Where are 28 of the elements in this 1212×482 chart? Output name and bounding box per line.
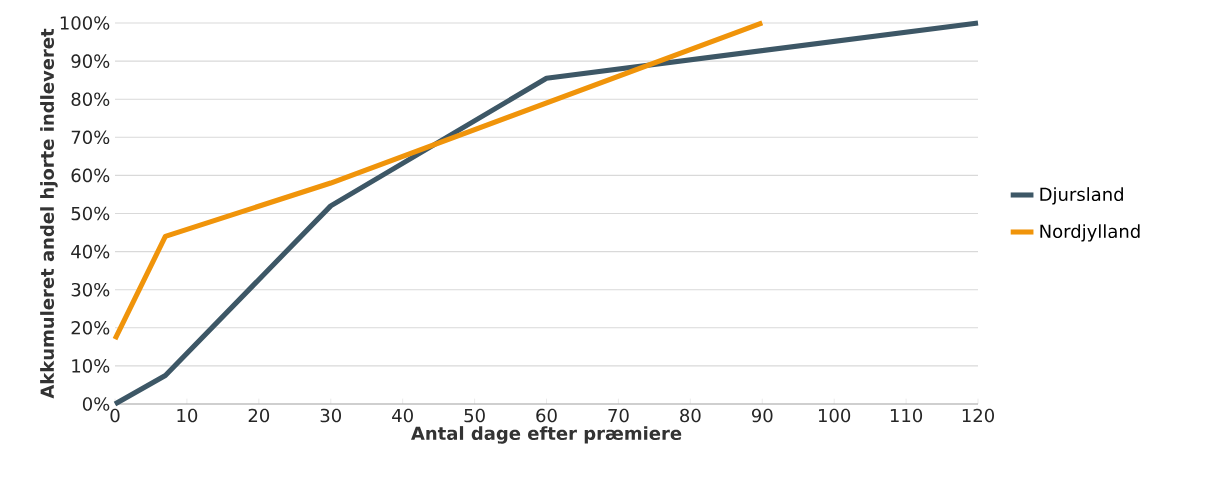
x-tick-label: 30 [320,408,342,423]
y-tick-label: 20% [71,320,110,335]
y-tick-label: 60% [71,168,110,183]
x-axis-title: Antal dage efter præmiere [411,426,682,444]
legend-label: Djursland [1040,187,1123,205]
y-tick-label: 90% [71,54,110,68]
x-tick-label: 80 [680,408,701,423]
x-tick-label: 60 [536,408,557,423]
y-tick-label: 40% [71,244,110,259]
x-tick-label: 110 [890,408,923,423]
x-tick-label: 20 [248,408,270,423]
y-tick-label: 0% [82,397,110,411]
y-tick-label: 80% [71,92,110,106]
x-tick-label: 90 [751,408,773,423]
x-tick-label: 100 [818,408,851,423]
x-tick-label: 0 [110,408,120,423]
x-tick-label: 10 [177,408,198,423]
y-tick-label: 50% [71,206,110,221]
y-axis-title: Akkumuleret andel hjorte indleveret [40,28,58,399]
x-tick-label: 40 [392,408,413,423]
x-tick-label: 70 [608,408,629,423]
y-tick-label: 10% [72,359,110,373]
x-tick-label: 50 [464,408,485,423]
x-tick-label: 120 [962,408,994,423]
legend-label: Nordjylland [1040,224,1140,242]
y-tick-label: 100% [60,16,110,30]
y-tick-label: 30% [71,282,110,297]
y-tick-label: 70% [71,130,110,145]
